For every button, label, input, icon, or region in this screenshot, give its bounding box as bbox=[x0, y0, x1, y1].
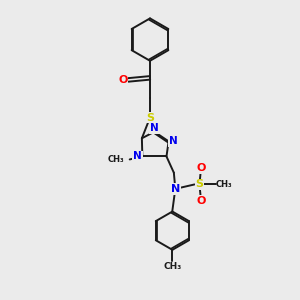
Text: O: O bbox=[196, 196, 206, 206]
Text: O: O bbox=[118, 75, 128, 85]
Text: N: N bbox=[171, 184, 180, 194]
Text: CH₃: CH₃ bbox=[108, 155, 125, 164]
Text: O: O bbox=[196, 163, 206, 173]
Text: CH₃: CH₃ bbox=[163, 262, 182, 271]
Text: S: S bbox=[146, 112, 154, 123]
Text: N: N bbox=[169, 136, 178, 146]
Text: N: N bbox=[150, 123, 159, 133]
Text: S: S bbox=[196, 179, 203, 190]
Text: CH₃: CH₃ bbox=[216, 180, 232, 189]
Text: N: N bbox=[133, 152, 142, 161]
